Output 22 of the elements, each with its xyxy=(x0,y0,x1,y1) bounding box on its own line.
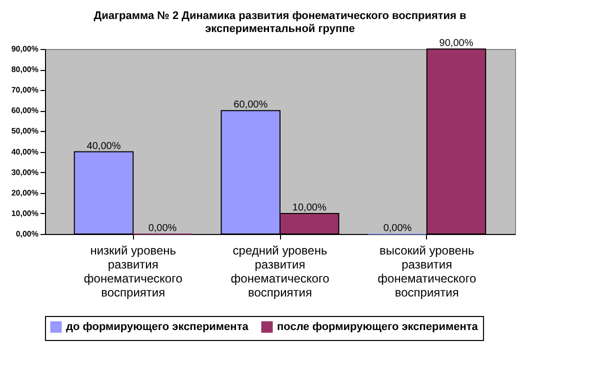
y-tick-label: 0,00% xyxy=(16,230,38,238)
y-tick-label: 30,00% xyxy=(11,168,38,177)
data-label: 10,00% xyxy=(292,202,326,214)
legend-label: до формирующего эксперимента xyxy=(66,321,250,333)
y-tick-label: 70,00% xyxy=(11,86,38,95)
x-tick-label: средний уровень развития фонематического восприятия xyxy=(230,244,330,300)
data-label: 60,00% xyxy=(234,100,268,111)
y-tick-label: 20,00% xyxy=(11,188,38,198)
data-label: 0,00% xyxy=(148,223,177,234)
legend-label: после формирующего эксперимента xyxy=(277,321,479,333)
y-tick-label: 40,00% xyxy=(11,147,38,156)
data-label: 0,00% xyxy=(383,223,412,234)
y-tick-label: 90,00% xyxy=(11,44,38,54)
y-tick-label: 60,00% xyxy=(11,106,38,116)
data-label: 90,00% xyxy=(439,38,474,49)
data-label: 40,00% xyxy=(86,140,121,152)
x-tick-label: низкий уровень развития фонематического восприятия xyxy=(84,244,183,300)
x-tick-label: высокий уровень развития фонематического восприятия xyxy=(378,244,476,300)
chart-title: Диаграмма № 2 Динамика развития фонематического восприятия в экспериментальной группе xyxy=(94,10,467,35)
y-tick-label: 50,00% xyxy=(11,126,38,136)
y-tick-label: 10,00% xyxy=(11,208,38,218)
y-tick-label: 80,00% xyxy=(11,65,38,74)
